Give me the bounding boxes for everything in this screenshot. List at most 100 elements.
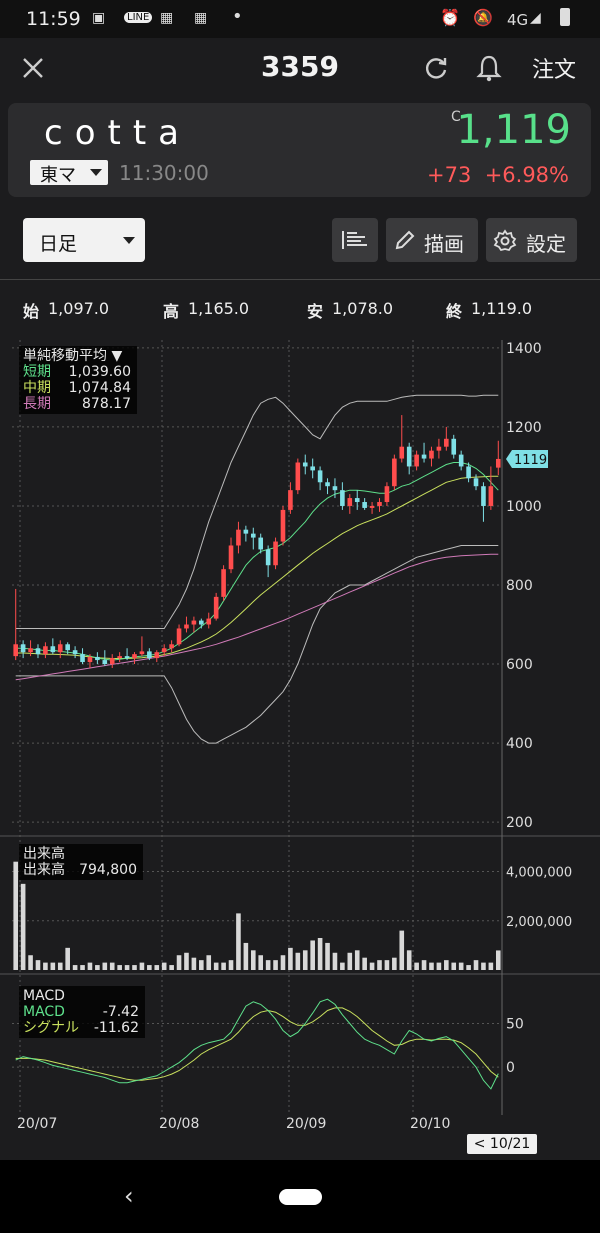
- volume-bar: [421, 960, 427, 970]
- sma-long-value: 878.17: [82, 396, 131, 412]
- volume-bar: [384, 960, 390, 970]
- candle: [436, 446, 442, 451]
- sma-mid-line: [15, 475, 499, 659]
- candle: [481, 486, 486, 506]
- price-tick-label: 200: [506, 815, 533, 831]
- stock-name: cotta: [44, 113, 191, 153]
- signal-label: シグナル: [23, 1020, 79, 1036]
- candle: [228, 545, 234, 570]
- stock-chart[interactable]: 20/07 20/08 20/09 20/10 1400 1200 1000 800 600 40…: [0, 330, 600, 1130]
- volume-bar: [221, 962, 226, 970]
- volume-bar: [414, 962, 419, 970]
- price-change: +73 +6.98%: [427, 163, 569, 187]
- period-select[interactable]: 日足: [23, 218, 145, 262]
- sma-legend[interactable]: 単純移動平均 ▼ 短期 1,039.60 中期 1,074.84 長期 878.…: [19, 346, 137, 414]
- volume-bar: [399, 930, 405, 970]
- price-tick-label: 1000: [506, 499, 542, 515]
- bell-icon[interactable]: [475, 53, 503, 83]
- candle: [117, 656, 122, 659]
- candle: [332, 486, 338, 491]
- x-tick-label: 20/09: [286, 1116, 326, 1130]
- price-tick-label: 400: [506, 736, 533, 752]
- candle: [288, 490, 293, 510]
- volume-legend[interactable]: 出来高 出来高 794,800: [19, 844, 143, 880]
- status-time: 11:59: [26, 8, 81, 30]
- candle: [243, 529, 249, 534]
- bollinger-upper-line: [15, 394, 499, 629]
- indicator-list-button[interactable]: [332, 218, 378, 262]
- home-icon[interactable]: [279, 1189, 322, 1205]
- volume-bar: [169, 965, 174, 970]
- candle: [87, 656, 93, 663]
- order-button[interactable]: 注文: [532, 58, 577, 83]
- candle: [57, 644, 63, 653]
- price-tick-label: 800: [506, 578, 533, 594]
- volume-bar: [451, 962, 457, 970]
- volume-bar: [310, 940, 315, 970]
- volume-bar: [340, 962, 345, 970]
- volume-bar: [347, 952, 353, 970]
- candle: [273, 541, 278, 566]
- chart-toolbar: 日足 描画 設定: [0, 208, 600, 272]
- x-tick-label: 20/08: [159, 1116, 199, 1130]
- volume-bar: [325, 942, 330, 970]
- sma-mid-label: 中期: [23, 380, 51, 396]
- candle: [132, 654, 137, 659]
- gallery-icon: ▣: [92, 10, 106, 26]
- date-navigator[interactable]: < 10/21 >: [467, 1134, 537, 1172]
- chevron-down-icon: [123, 237, 135, 244]
- macd-legend-title: MACD: [23, 988, 65, 1004]
- settings-button[interactable]: 設定: [486, 218, 577, 262]
- quote-panel: cotta 東マ 11:30:00 C 1,119 +73 +6.98%: [8, 103, 591, 197]
- draw-button[interactable]: 描画: [386, 218, 478, 262]
- quote-time: 11:30:00: [119, 161, 209, 185]
- price-tick-label: 600: [506, 657, 533, 673]
- app-header: 3359 注文: [0, 38, 600, 98]
- volume-bar: [243, 942, 249, 970]
- macd-line: [15, 998, 499, 1090]
- candle: [184, 624, 189, 629]
- back-icon[interactable]: ‹: [124, 1182, 134, 1210]
- volume-bar: [369, 962, 375, 970]
- ohlc-row: 始 1,097.0 高 1,165.0 安 1,078.0 終 1,119.0: [0, 290, 600, 326]
- volume-bar: [429, 962, 434, 970]
- volume-bar: [72, 965, 78, 970]
- candle: [161, 648, 167, 653]
- macd-legend[interactable]: MACD MACD -7.42 シグナル -11.62: [19, 986, 145, 1038]
- macd-value: -7.42: [102, 1004, 139, 1020]
- sma-legend-title: 単純移動平均 ▼: [23, 348, 123, 364]
- candle: [495, 458, 501, 468]
- candle: [354, 498, 360, 503]
- volume-bar: [154, 965, 160, 970]
- market-select[interactable]: 東マ: [30, 160, 108, 186]
- candle: [35, 648, 41, 655]
- settings-button-label: 設定: [526, 232, 566, 256]
- status-bar: 11:59 ▣ LINE ▦ ▦ • ⏰ 🔕 4G ◢: [0, 0, 600, 38]
- volume-bar: [80, 965, 85, 970]
- candle: [72, 650, 78, 655]
- candle: [473, 478, 479, 487]
- high-label: 高: [163, 302, 180, 321]
- refresh-icon[interactable]: [422, 54, 450, 82]
- candle: [109, 658, 115, 665]
- volume-value: 794,800: [79, 862, 137, 878]
- volume-bar: [213, 962, 219, 970]
- candle: [444, 438, 449, 447]
- candle: [147, 651, 152, 659]
- volume-bar: [161, 962, 167, 970]
- volume-bar: [87, 962, 93, 970]
- candle: [421, 454, 427, 459]
- volume-bar: [199, 960, 204, 970]
- volume-bar: [481, 962, 486, 970]
- price-flag: C: [451, 109, 461, 125]
- signal-line: [15, 1007, 499, 1081]
- gear-icon: [493, 229, 517, 252]
- volume-bar: [50, 962, 56, 970]
- close-icon[interactable]: [20, 55, 46, 81]
- candle: [213, 596, 219, 619]
- mute-icon: 🔕: [473, 8, 493, 27]
- candle: [369, 505, 375, 508]
- close-value: 1,119.0: [471, 299, 533, 318]
- candle: [399, 446, 405, 459]
- volume-bar: [139, 962, 145, 970]
